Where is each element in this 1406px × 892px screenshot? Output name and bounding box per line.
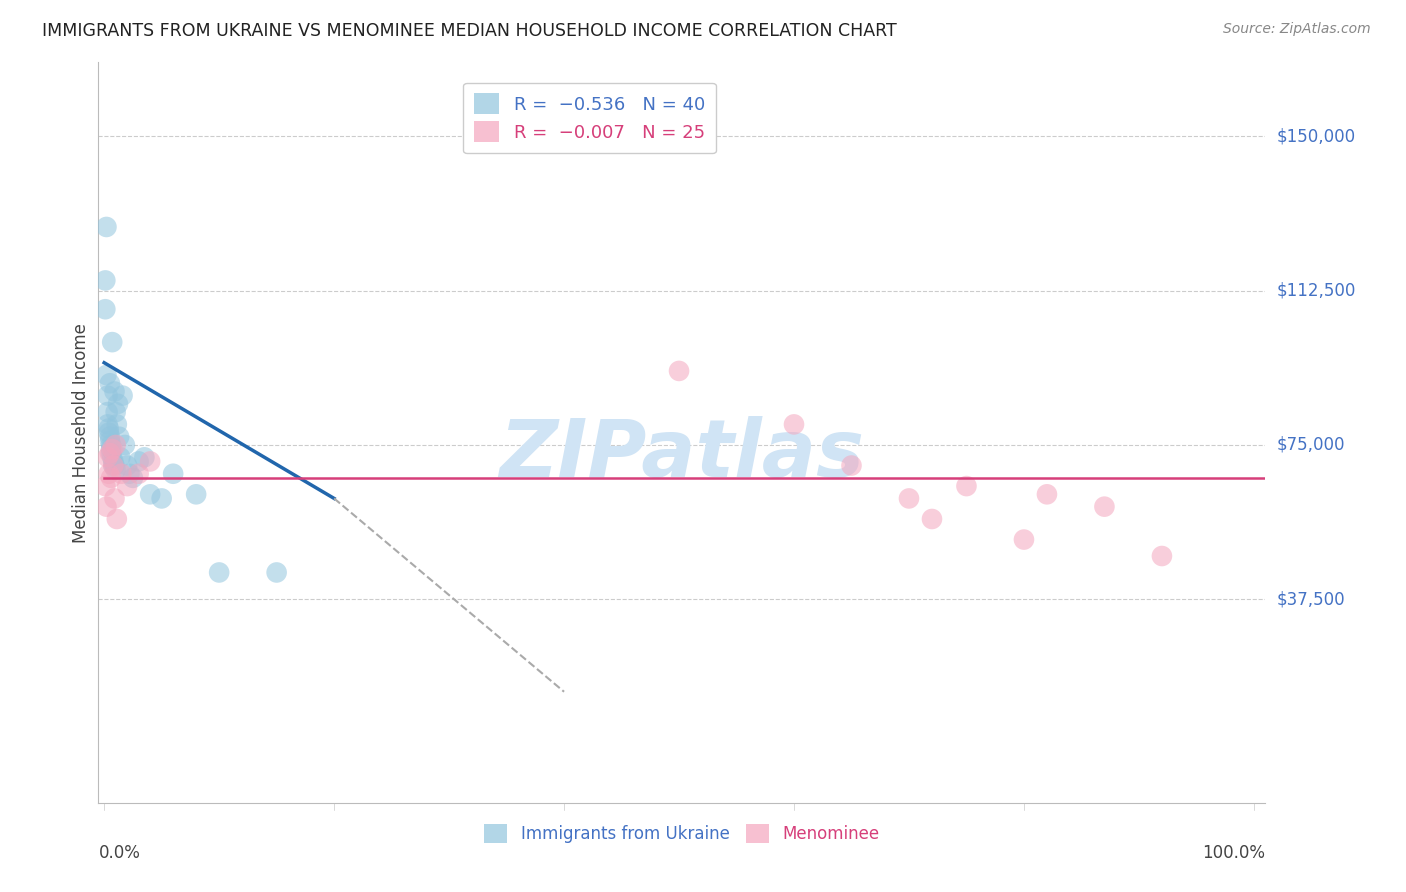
Point	[98, 434, 121, 448]
Point	[1012, 533, 1035, 547]
Point	[97, 467, 120, 481]
Point	[783, 417, 806, 432]
Point	[208, 566, 231, 580]
Point	[114, 438, 136, 452]
Point	[97, 425, 120, 440]
Point	[921, 512, 943, 526]
Text: IMMIGRANTS FROM UKRAINE VS MENOMINEE MEDIAN HOUSEHOLD INCOME CORRELATION CHART: IMMIGRANTS FROM UKRAINE VS MENOMINEE MED…	[42, 22, 897, 40]
Text: $37,500: $37,500	[1277, 591, 1346, 608]
Point	[841, 458, 863, 473]
Text: 100.0%: 100.0%	[1202, 844, 1265, 862]
Point	[104, 405, 127, 419]
Point	[94, 273, 117, 287]
Point	[162, 467, 184, 481]
Point	[1036, 487, 1059, 501]
Point	[110, 467, 132, 481]
Point	[186, 487, 208, 501]
Point	[97, 450, 120, 465]
Point	[103, 491, 125, 506]
Point	[103, 458, 125, 473]
Point	[110, 450, 132, 465]
Point	[96, 219, 118, 234]
Text: ZIPatlas: ZIPatlas	[499, 416, 865, 494]
Point	[96, 500, 118, 514]
Point	[96, 368, 118, 382]
Point	[97, 405, 120, 419]
Point	[1094, 500, 1116, 514]
Point	[105, 417, 128, 432]
Text: Source: ZipAtlas.com: Source: ZipAtlas.com	[1223, 22, 1371, 37]
Legend: Immigrants from Ukraine, Menominee: Immigrants from Ukraine, Menominee	[477, 817, 887, 850]
Text: $150,000: $150,000	[1277, 128, 1355, 145]
Point	[101, 442, 124, 456]
Point	[104, 438, 127, 452]
Point	[97, 417, 120, 432]
Point	[100, 471, 122, 485]
Point	[134, 450, 156, 465]
Point	[139, 487, 162, 501]
Point	[103, 458, 125, 473]
Point	[150, 491, 173, 506]
Point	[105, 512, 128, 526]
Point	[94, 479, 117, 493]
Point	[1150, 549, 1173, 563]
Point	[98, 430, 121, 444]
Point	[898, 491, 921, 506]
Point	[103, 458, 125, 473]
Point	[118, 467, 141, 481]
Point	[98, 446, 121, 460]
Point	[668, 364, 690, 378]
Point	[100, 442, 122, 456]
Point	[115, 458, 138, 473]
Point	[101, 450, 124, 465]
Point	[100, 438, 122, 452]
Point	[139, 454, 162, 468]
Point	[111, 389, 134, 403]
Y-axis label: Median Household Income: Median Household Income	[72, 323, 90, 542]
Point	[128, 454, 150, 468]
Point	[108, 430, 131, 444]
Text: $112,500: $112,500	[1277, 282, 1355, 300]
Point	[100, 446, 122, 460]
Point	[955, 479, 977, 493]
Point	[97, 389, 120, 403]
Point	[101, 335, 124, 350]
Text: $75,000: $75,000	[1277, 436, 1346, 454]
Point	[122, 471, 145, 485]
Point	[103, 384, 125, 399]
Point	[128, 467, 150, 481]
Point	[115, 479, 138, 493]
Point	[97, 421, 120, 435]
Point	[266, 566, 288, 580]
Point	[107, 397, 129, 411]
Point	[94, 302, 117, 317]
Text: 0.0%: 0.0%	[98, 844, 141, 862]
Point	[103, 454, 125, 468]
Point	[104, 462, 127, 476]
Point	[98, 376, 121, 391]
